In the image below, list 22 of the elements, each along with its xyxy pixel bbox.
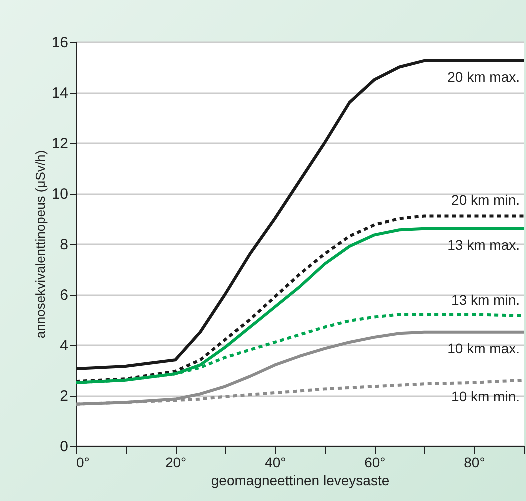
series-label: 20 km max. xyxy=(448,68,520,85)
y-tick-label: 14 xyxy=(52,85,68,102)
y-tick-label: 10 xyxy=(52,186,68,203)
x-axis-title: geomagneettinen leveysaste xyxy=(211,472,390,488)
x-tick-label: 80° xyxy=(464,454,486,470)
y-tick-label: 16 xyxy=(52,34,68,52)
series-label: 10 km min. xyxy=(452,388,520,404)
y-tick-label: 6 xyxy=(60,287,68,304)
y-tick-label: 12 xyxy=(52,136,68,152)
y-tick-label: 0 xyxy=(60,438,68,456)
x-tick-label: 20° xyxy=(165,454,187,470)
series-label: 13 km min. xyxy=(452,292,520,308)
y-tick-label: 2 xyxy=(60,388,68,405)
x-tick-label: 0° xyxy=(76,454,90,470)
y-axis-title: annosekvivalenttinopeus (μSv/h) xyxy=(32,150,48,339)
y-tick-label: 8 xyxy=(60,236,68,254)
x-tick-label: 40° xyxy=(265,454,286,470)
series-label: 13 km max. xyxy=(448,236,520,253)
series-label: 20 km min. xyxy=(452,192,520,208)
x-tick-label: 60° xyxy=(364,454,386,470)
y-tick-label: 4 xyxy=(60,338,68,354)
series-label: 10 km max. xyxy=(448,340,520,356)
